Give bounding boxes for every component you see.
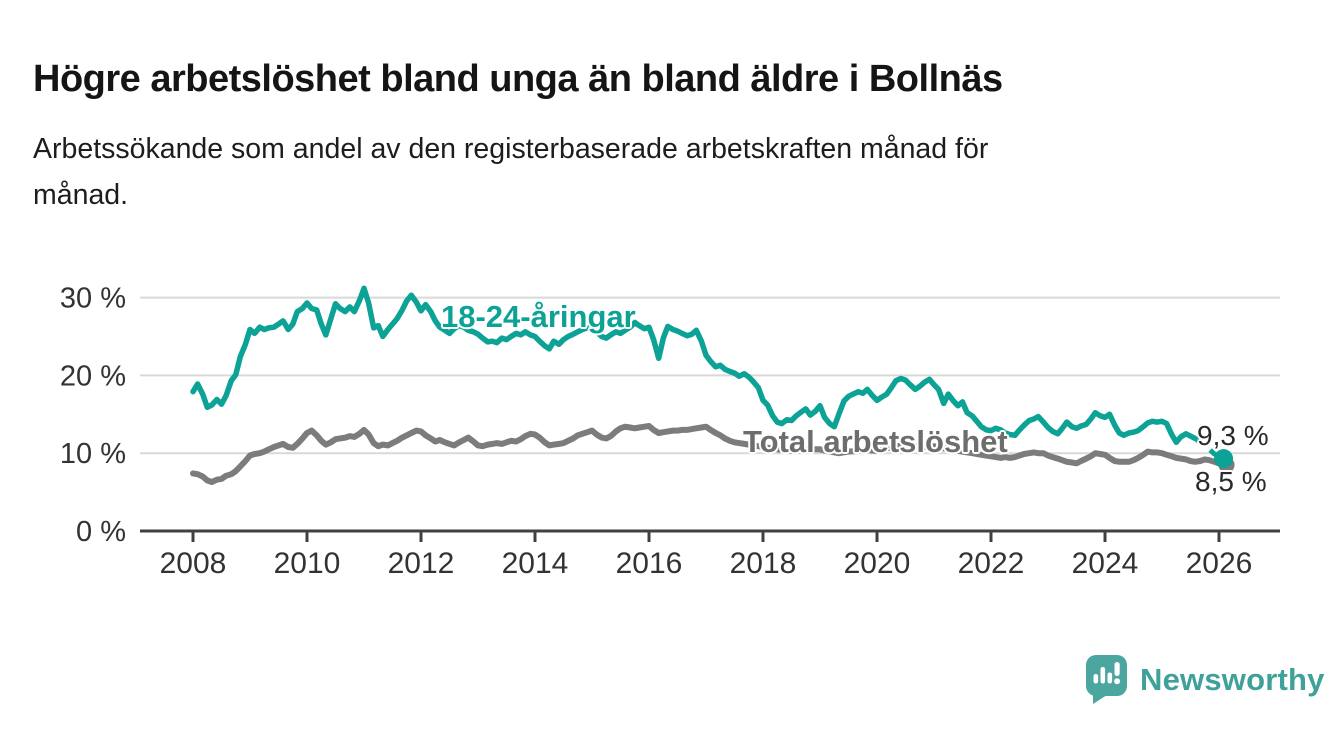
subtitle-line-1: Arbetssökande som andel av den registerb… [33, 133, 989, 165]
svg-text:10 %: 10 % [60, 438, 126, 470]
svg-text:2016: 2016 [616, 547, 683, 580]
page-title: Högre arbetslöshet bland unga än bland ä… [33, 58, 1003, 101]
subtitle-line-2: månad. [33, 179, 129, 211]
newsworthy-logo: Newsworthy [1084, 654, 1325, 705]
svg-text:2010: 2010 [274, 547, 341, 580]
svg-text:2022: 2022 [958, 547, 1025, 580]
brand-name: Newsworthy [1140, 661, 1325, 697]
end-value-label-total: 8,5 % [1195, 466, 1267, 497]
svg-text:30 %: 30 % [60, 283, 126, 315]
svg-text:0 %: 0 % [76, 516, 126, 548]
svg-text:2012: 2012 [388, 547, 455, 580]
chart-subtitle: Arbetssökande som andel av den registerb… [33, 126, 1263, 218]
end-value-label-young: 9,3 % [1197, 420, 1269, 451]
svg-text:2024: 2024 [1072, 547, 1139, 580]
svg-text:2026: 2026 [1186, 547, 1253, 580]
svg-text:2008: 2008 [160, 547, 227, 580]
svg-text:2018: 2018 [730, 547, 797, 580]
series-label-total: Total arbetslöshet [743, 424, 1008, 459]
svg-text:20 %: 20 % [60, 360, 126, 392]
line-chart: 0 % 10 % 20 % 30 % 2008 2010 2012 2014 2016 2018 2… [60, 283, 1280, 580]
svg-text:2020: 2020 [844, 547, 911, 580]
newsworthy-chart-bubble-icon [1086, 655, 1127, 704]
svg-text:2014: 2014 [502, 547, 569, 580]
series-label-young: 18-24-åringar [441, 299, 636, 334]
